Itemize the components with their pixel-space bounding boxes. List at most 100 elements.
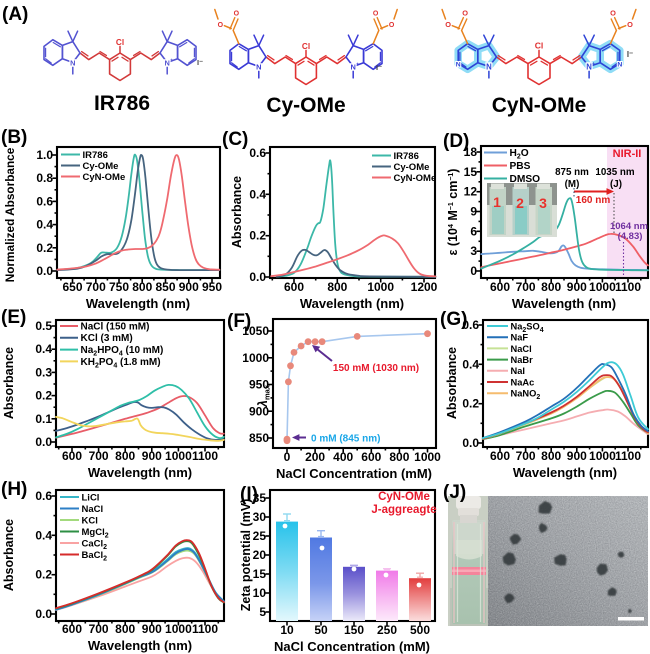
svg-text:18: 18 <box>464 145 478 159</box>
svg-text:N: N <box>586 63 592 72</box>
svg-text:Absorbance: Absorbance <box>2 519 16 591</box>
svg-text:NaAc: NaAc <box>511 377 535 387</box>
svg-text:MgCl2​: MgCl2​ <box>82 527 109 540</box>
svg-text:IR786: IR786 <box>394 151 419 162</box>
svg-text:0.0: 0.0 <box>462 436 479 450</box>
svg-text:CaCl2​: CaCl2​ <box>82 538 108 551</box>
svg-text:Zeta potential (mV): Zeta potential (mV) <box>239 499 253 612</box>
svg-text:Cl: Cl <box>535 41 544 51</box>
svg-text:900: 900 <box>179 280 199 294</box>
svg-text:N: N <box>486 63 492 72</box>
svg-text:Wavelength (nm): Wavelength (nm) <box>86 296 190 311</box>
svg-text:35: 35 <box>253 491 267 505</box>
svg-text:(F): (F) <box>227 311 251 332</box>
svg-text:0.4: 0.4 <box>462 357 479 371</box>
svg-text:O: O <box>218 22 224 29</box>
svg-text:I⁻: I⁻ <box>197 58 203 67</box>
svg-text:1100: 1100 <box>192 622 218 636</box>
svg-text:O: O <box>234 10 240 17</box>
svg-text:50: 50 <box>314 623 328 637</box>
svg-text:800: 800 <box>327 280 347 294</box>
svg-text:800: 800 <box>115 449 135 463</box>
svg-text:N: N <box>351 63 356 72</box>
svg-text:850: 850 <box>155 280 175 294</box>
svg-text:800: 800 <box>541 280 561 294</box>
svg-text:0.6: 0.6 <box>249 146 266 160</box>
svg-text:0.6: 0.6 <box>35 489 52 503</box>
svg-text:NaCl (150 mM): NaCl (150 mM) <box>81 321 150 332</box>
svg-text:LiCl: LiCl <box>82 492 100 503</box>
svg-text:IR786: IR786 <box>94 92 150 115</box>
svg-text:875 nm: 875 nm <box>555 167 589 178</box>
svg-text:0.0: 0.0 <box>35 435 52 449</box>
svg-text:0.0: 0.0 <box>36 264 53 278</box>
svg-text:BaCl2​: BaCl2​ <box>82 550 108 563</box>
svg-text:NaCl Concentration (mM): NaCl Concentration (mM) <box>276 466 432 481</box>
svg-text:0.3: 0.3 <box>35 365 52 379</box>
svg-text:NaI: NaI <box>511 366 525 376</box>
svg-text:NaBr: NaBr <box>511 355 534 365</box>
svg-text:950: 950 <box>249 378 269 392</box>
svg-text:Wavelength (nm): Wavelength (nm) <box>300 296 404 311</box>
svg-text:650: 650 <box>62 280 82 294</box>
svg-text:1000: 1000 <box>589 280 616 294</box>
svg-text:9: 9 <box>470 205 477 219</box>
svg-text:NaCl: NaCl <box>511 344 532 354</box>
svg-text:(M): (M) <box>565 179 580 190</box>
svg-text:15: 15 <box>464 165 478 179</box>
svg-text:800: 800 <box>541 449 561 463</box>
svg-text:900: 900 <box>142 449 162 463</box>
svg-text:150 mM (1030 nm): 150 mM (1030 nm) <box>333 363 419 374</box>
svg-text:850: 850 <box>249 431 269 445</box>
svg-text:KCl: KCl <box>82 515 98 526</box>
svg-text:0.4: 0.4 <box>36 218 53 232</box>
svg-text:Cl: Cl <box>116 38 124 47</box>
svg-text:0.2: 0.2 <box>36 241 53 255</box>
svg-text:(J): (J) <box>610 179 622 190</box>
svg-text:3: 3 <box>539 195 547 211</box>
svg-text:600: 600 <box>490 449 510 463</box>
svg-text:N: N <box>456 62 461 69</box>
svg-text:Wavelength (nm): Wavelength (nm) <box>88 465 192 480</box>
svg-text:0: 0 <box>284 450 291 464</box>
svg-text:DMSO: DMSO <box>510 174 541 185</box>
svg-text:1000: 1000 <box>414 450 441 464</box>
svg-text:O: O <box>373 10 379 17</box>
svg-text:6: 6 <box>470 224 477 238</box>
svg-text:(4.83): (4.83) <box>618 231 643 242</box>
svg-text:250: 250 <box>377 623 397 637</box>
svg-text:Na2​HPO4​ (10 mM): Na2​HPO4​ (10 mM) <box>81 345 164 358</box>
svg-text:30: 30 <box>253 510 267 524</box>
svg-text:+: + <box>356 63 359 68</box>
svg-text:1064 nm: 1064 nm <box>610 221 648 232</box>
svg-text:0: 0 <box>470 264 477 278</box>
svg-text:12: 12 <box>464 185 478 199</box>
svg-text:1050: 1050 <box>242 324 269 338</box>
svg-text:15: 15 <box>253 567 267 581</box>
svg-text:N: N <box>70 59 75 68</box>
svg-text:1000: 1000 <box>367 280 394 294</box>
svg-text:1: 1 <box>493 194 501 210</box>
svg-text:NaCl: NaCl <box>82 504 104 515</box>
svg-text:CyN-OMe: CyN-OMe <box>492 94 587 117</box>
svg-text:1000: 1000 <box>589 449 616 463</box>
svg-text:10: 10 <box>253 586 267 600</box>
svg-text:KH2​PO4​ (1.8 mM): KH2​PO4​ (1.8 mM) <box>81 357 161 370</box>
svg-text:Na2​SO4​: Na2​SO4​ <box>511 321 544 334</box>
svg-text:NIR-II: NIR-II <box>613 148 642 160</box>
svg-text:Absorbance: Absorbance <box>445 347 459 419</box>
svg-text:700: 700 <box>89 449 109 463</box>
svg-text:1.0: 1.0 <box>36 148 53 162</box>
svg-text:1000: 1000 <box>242 351 269 365</box>
svg-text:0.4: 0.4 <box>35 342 52 356</box>
svg-text:600: 600 <box>490 280 510 294</box>
svg-text:O: O <box>610 8 616 17</box>
svg-text:900: 900 <box>249 404 269 418</box>
svg-text:1100: 1100 <box>615 449 641 463</box>
svg-text:PBS: PBS <box>510 161 531 172</box>
svg-text:(D): (D) <box>443 131 469 152</box>
svg-text:900: 900 <box>567 280 587 294</box>
svg-text:(E): (E) <box>1 307 26 328</box>
svg-text:N: N <box>165 59 170 68</box>
svg-text:NaNO2​: NaNO2​ <box>511 389 541 402</box>
